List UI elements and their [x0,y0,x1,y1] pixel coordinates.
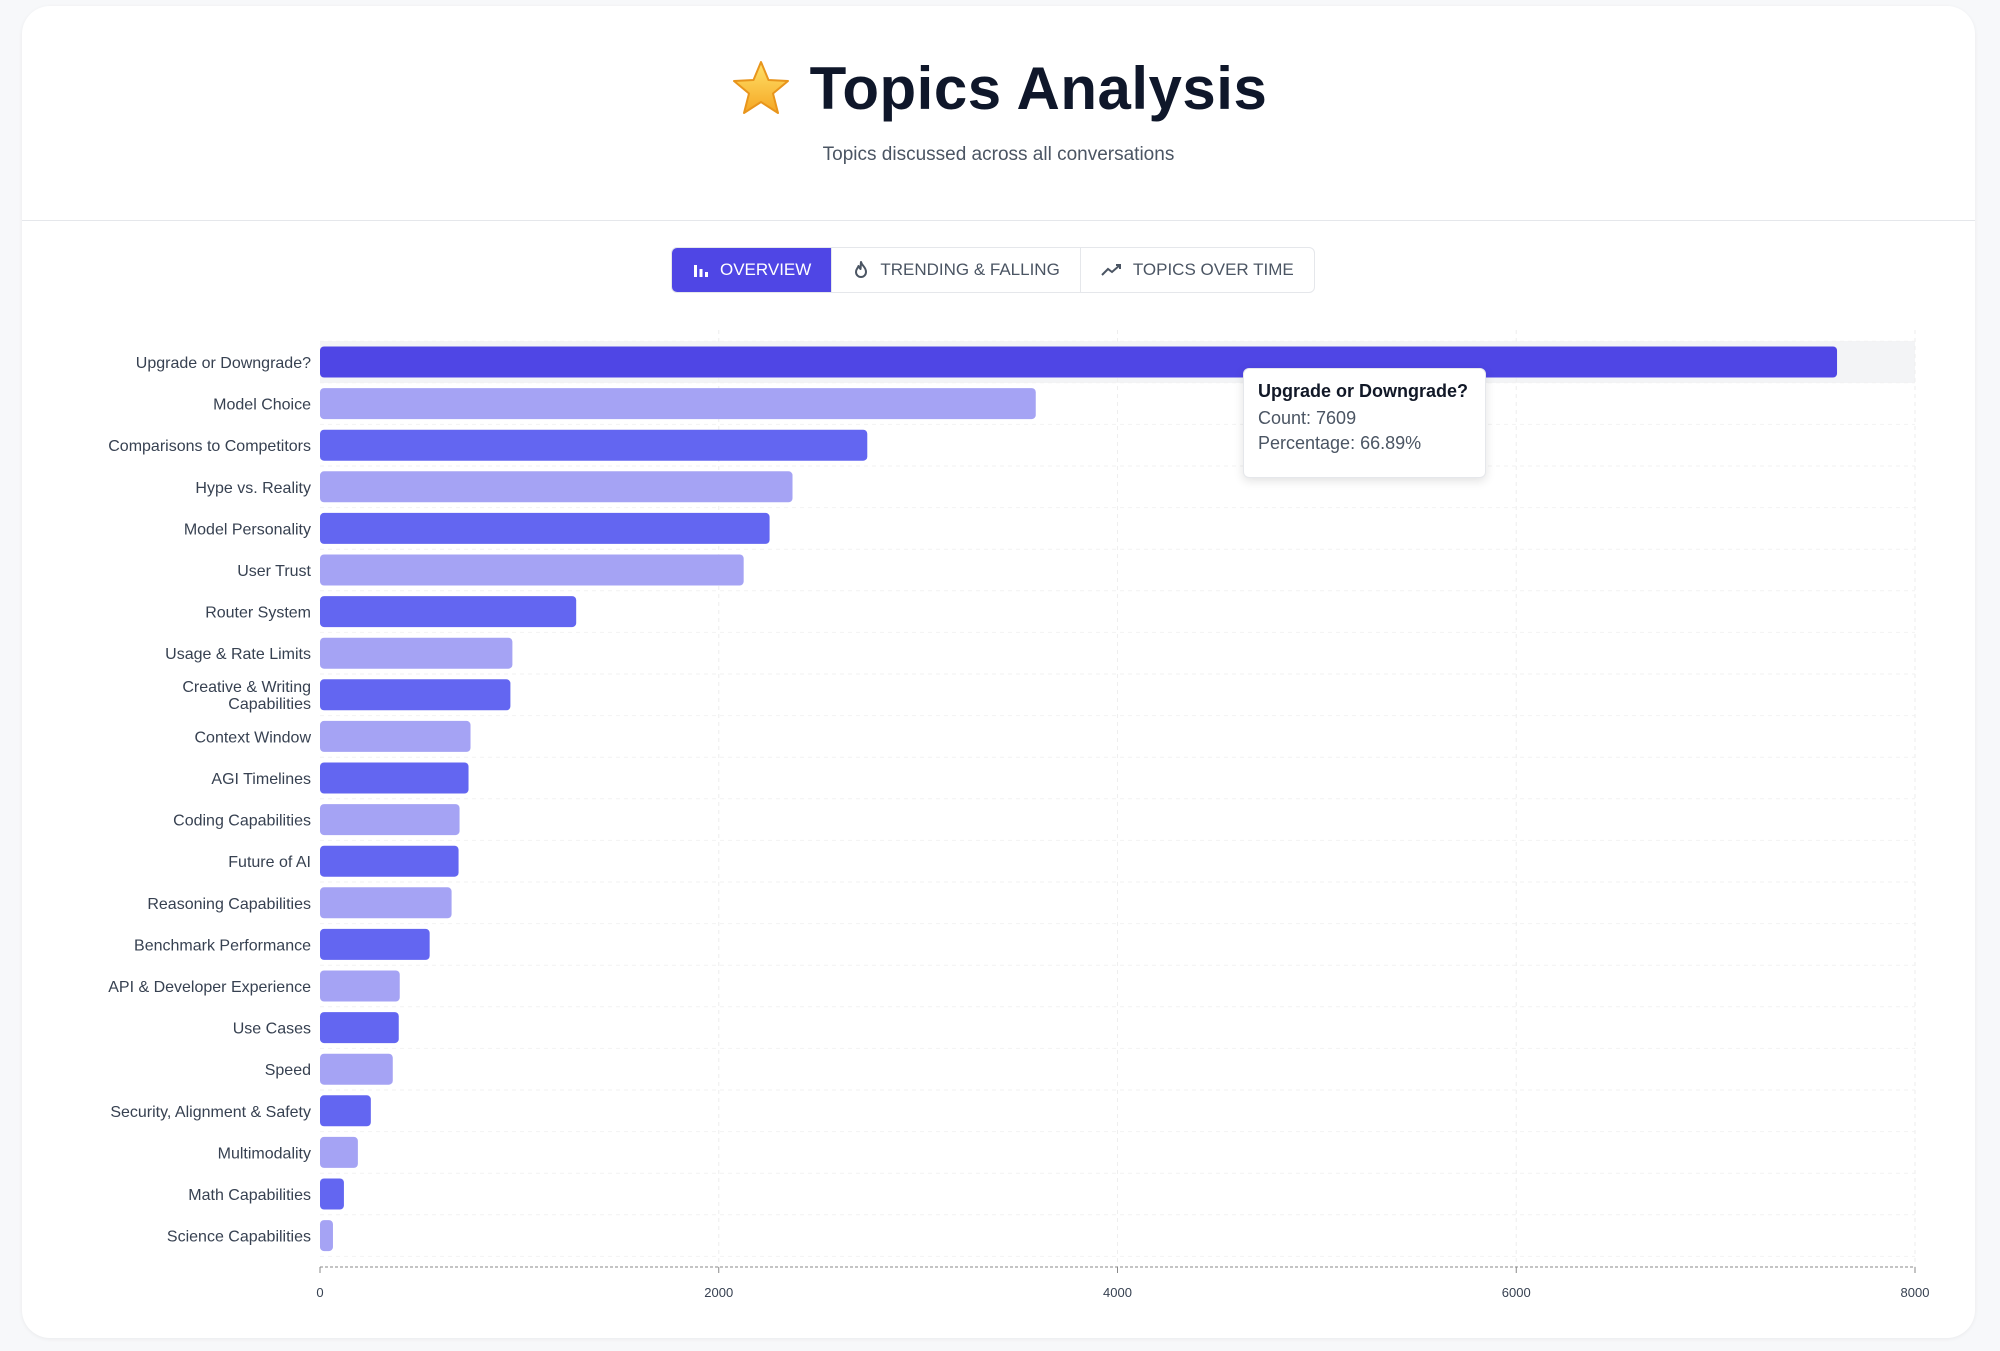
y-tick-label: Model Personality [184,521,311,538]
y-tick-label: Model Choice [213,397,311,414]
y-tick-label: Context Window [195,729,312,746]
bar[interactable] [320,1136,358,1168]
bar[interactable] [320,1095,371,1127]
y-tick-label: AGI Timelines [211,771,311,788]
y-tick-label: Future of AI [228,854,311,871]
star-icon [732,61,789,114]
y-tick-label: Science Capabilities [167,1229,311,1246]
bar[interactable] [320,720,471,752]
y-tick-label: Use Cases [233,1021,311,1038]
tab-over-time-label: TOPICS OVER TIME [1132,260,1294,279]
y-tick-label: Security, Alignment & Safety [110,1104,311,1121]
y-tick-label: Multimodality [218,1145,311,1162]
y-tick-label: Creative & Writing Capabilities [182,679,311,713]
bar[interactable] [320,1178,344,1210]
bar[interactable] [320,429,868,461]
bar[interactable] [320,346,1838,378]
tooltip-percentage: Percentage: 66.89% [1258,433,1422,453]
y-tick-label: User Trust [237,563,311,580]
card-header: Topics Analysis Topics discussed across … [22,6,1975,221]
bar[interactable] [320,1220,333,1252]
y-tick-label: Upgrade or Downgrade? [136,355,311,372]
tab-overview[interactable]: OVERVIEW [672,248,833,292]
y-tick-label: Coding Capabilities [173,813,311,830]
x-tick-label: 8000 [1901,1285,1930,1300]
bar[interactable] [320,1012,399,1044]
x-tick-label: 2000 [704,1285,733,1300]
tab-trending-label: TRENDING & FALLING [880,260,1060,279]
tooltip-count: Count: 7609 [1258,408,1357,428]
tab-topics-over-time[interactable]: TOPICS OVER TIME [1081,248,1314,292]
bar[interactable] [320,596,577,628]
bar[interactable] [320,970,400,1002]
chart-tooltip: Upgrade or Downgrade? Count: 7609 Percen… [1243,368,1486,478]
tab-trending-falling[interactable]: TRENDING & FALLING [832,248,1081,292]
y-tick-label: Reasoning Capabilities [147,896,311,913]
view-tabs: OVERVIEW TRENDING & FALLING TOPICS OVER … [671,247,1315,293]
bar[interactable] [320,471,793,503]
x-tick-label: 4000 [1103,1285,1132,1300]
bar[interactable] [320,928,430,960]
y-tick-label: Speed [265,1062,311,1079]
page-subtitle: Topics discussed across all conversation… [822,144,1175,165]
x-tick-label: 6000 [1502,1285,1531,1300]
y-tick-label: API & Developer Experience [108,979,311,996]
bar[interactable] [320,637,513,669]
bar[interactable] [320,845,459,877]
y-tick-label: Benchmark Performance [134,937,311,954]
title-row: Topics Analysis [22,48,1975,128]
bar[interactable] [320,388,1036,420]
y-tick-label: Hype vs. Reality [195,480,311,497]
trend-line-icon [1101,264,1121,276]
y-tick-label: Comparisons to Competitors [108,438,311,455]
tooltip-title: Upgrade or Downgrade? [1258,381,1469,401]
bar[interactable] [320,887,452,919]
flame-icon [855,261,868,278]
bar[interactable] [320,1053,393,1085]
y-tick-label: Math Capabilities [188,1187,311,1204]
tab-overview-label: OVERVIEW [720,260,812,279]
bar[interactable] [320,554,744,586]
bar[interactable] [320,512,770,544]
bar-chart-icon [694,265,708,277]
y-tick-label: Usage & Rate Limits [165,646,311,663]
x-tick-label: 0 [316,1285,323,1300]
bar[interactable] [320,762,469,794]
y-tick-label: Router System [205,605,311,622]
bar[interactable] [320,679,511,711]
bar[interactable] [320,804,460,836]
page-title: Topics Analysis [809,54,1268,122]
